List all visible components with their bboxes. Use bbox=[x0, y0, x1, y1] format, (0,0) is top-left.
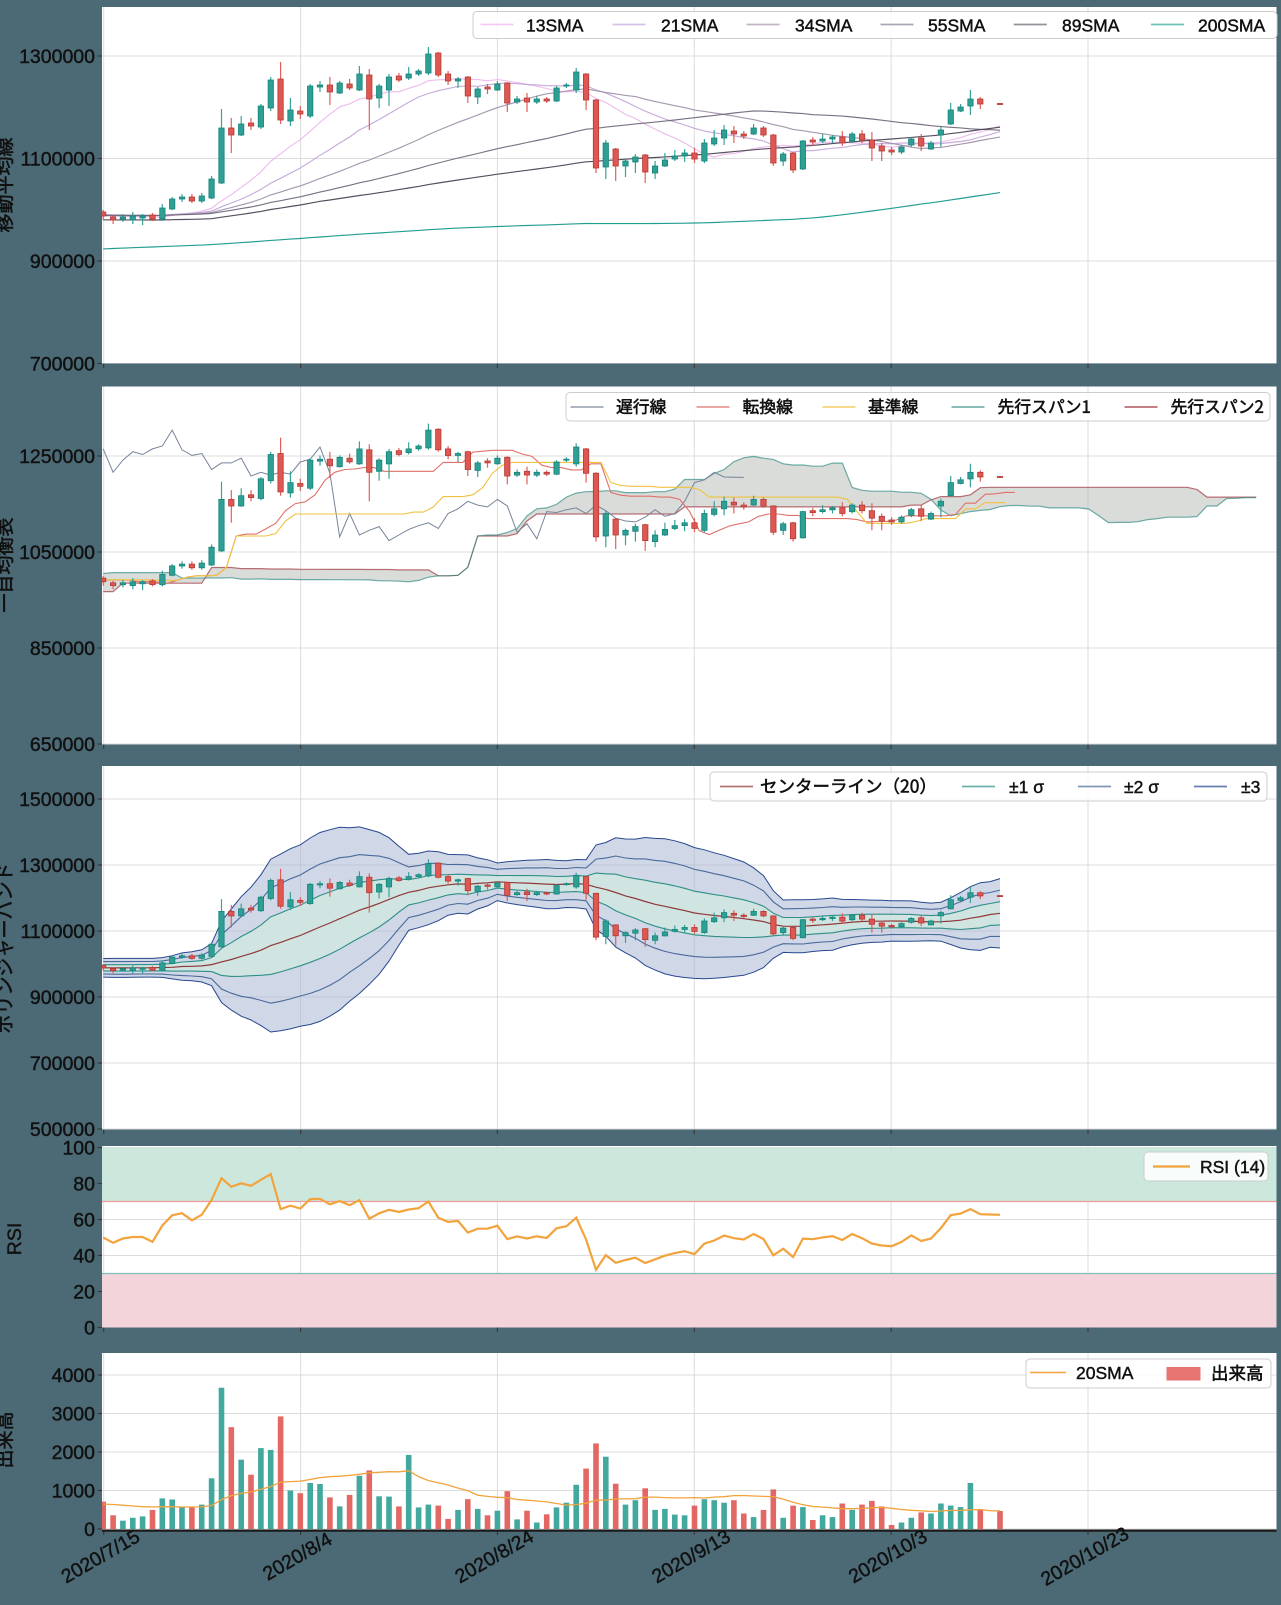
svg-text:1000: 1000 bbox=[52, 1481, 96, 1503]
svg-text:850000: 850000 bbox=[30, 638, 95, 660]
svg-text:1100000: 1100000 bbox=[21, 149, 96, 171]
svg-text:60: 60 bbox=[73, 1210, 95, 1232]
svg-text:34SMA: 34SMA bbox=[795, 16, 853, 36]
svg-text:±3: ±3 bbox=[1241, 777, 1260, 797]
svg-text:89SMA: 89SMA bbox=[1062, 16, 1120, 36]
svg-text:500000: 500000 bbox=[30, 1119, 95, 1141]
svg-text:RSI: RSI bbox=[4, 1223, 26, 1256]
svg-text:1050000: 1050000 bbox=[19, 542, 95, 564]
svg-text:13SMA: 13SMA bbox=[526, 16, 584, 36]
svg-text:40: 40 bbox=[73, 1246, 95, 1268]
svg-text:20: 20 bbox=[73, 1282, 95, 1304]
svg-text:100: 100 bbox=[62, 1138, 95, 1160]
svg-text:55SMA: 55SMA bbox=[928, 16, 986, 36]
svg-text:900000: 900000 bbox=[30, 251, 95, 273]
svg-text:80: 80 bbox=[73, 1174, 95, 1196]
svg-text:±2 σ: ±2 σ bbox=[1124, 777, 1159, 797]
svg-text:21SMA: 21SMA bbox=[661, 16, 719, 36]
svg-text:2000: 2000 bbox=[52, 1442, 96, 1464]
svg-text:700000: 700000 bbox=[30, 1053, 95, 1075]
svg-text:1500000: 1500000 bbox=[19, 789, 95, 811]
svg-text:3000: 3000 bbox=[52, 1404, 96, 1426]
svg-text:RSI (14): RSI (14) bbox=[1200, 1157, 1265, 1177]
svg-text:1100000: 1100000 bbox=[21, 921, 96, 943]
svg-text:200SMA: 200SMA bbox=[1198, 16, 1265, 36]
svg-text:±1 σ: ±1 σ bbox=[1009, 777, 1044, 797]
svg-text:700000: 700000 bbox=[30, 354, 95, 376]
svg-text:0: 0 bbox=[84, 1318, 95, 1340]
svg-text:650000: 650000 bbox=[30, 734, 95, 756]
svg-text:1300000: 1300000 bbox=[19, 46, 95, 68]
svg-text:20SMA: 20SMA bbox=[1076, 1363, 1134, 1383]
svg-text:1300000: 1300000 bbox=[19, 855, 95, 877]
svg-text:0: 0 bbox=[84, 1519, 95, 1541]
svg-text:4000: 4000 bbox=[52, 1365, 96, 1387]
svg-text:1250000: 1250000 bbox=[19, 446, 95, 468]
svg-text:900000: 900000 bbox=[30, 987, 95, 1009]
